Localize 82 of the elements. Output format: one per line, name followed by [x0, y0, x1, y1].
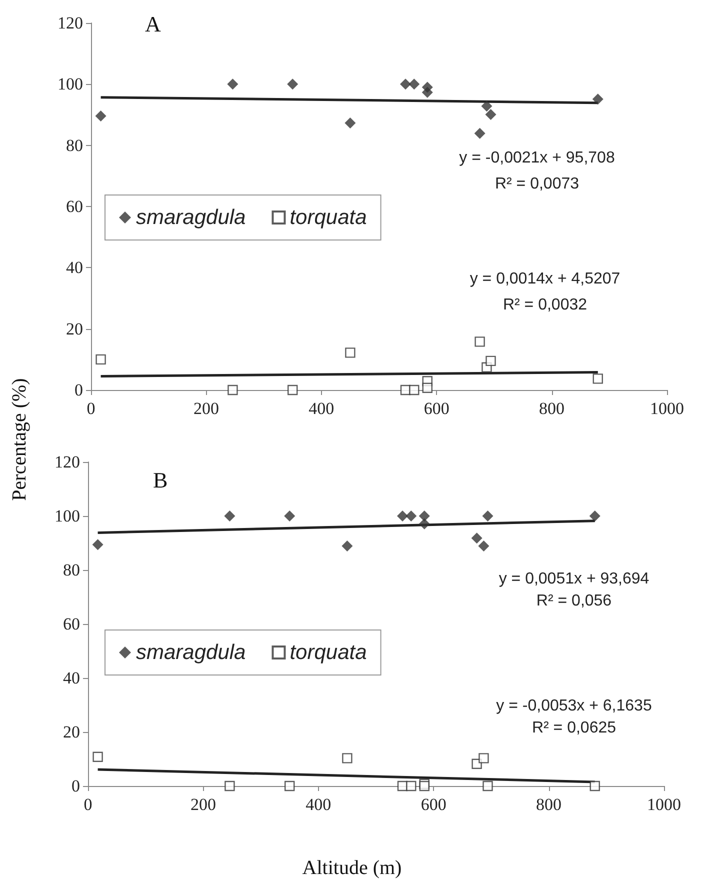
- point: [474, 336, 485, 347]
- point: [96, 354, 106, 365]
- point: [224, 780, 235, 792]
- y-tick-label: 120: [54, 452, 80, 472]
- point: [474, 128, 486, 139]
- point: [422, 382, 432, 393]
- point: [344, 118, 356, 129]
- x-tick-label: 800: [536, 795, 562, 814]
- y-tick-label: 40: [63, 668, 80, 688]
- point: [419, 780, 430, 792]
- point: [481, 100, 492, 112]
- point: [478, 753, 489, 764]
- point: [345, 348, 356, 358]
- y-tick-label: 20: [66, 319, 83, 338]
- annotation: R² = 0,0073: [494, 176, 580, 192]
- chart-title: B: [153, 468, 168, 492]
- point: [284, 780, 295, 792]
- y-tick-label: 80: [63, 560, 80, 580]
- point: [592, 374, 603, 384]
- y-tick-label: 120: [58, 14, 83, 32]
- x-tick-label: 200: [190, 795, 216, 814]
- y-tick-label: 60: [63, 614, 80, 634]
- point: [482, 510, 494, 522]
- x-tick-label: 400: [306, 795, 332, 814]
- point: [288, 384, 298, 396]
- legend-label: torquata: [290, 641, 367, 664]
- x-tick-label: 400: [308, 399, 334, 418]
- point: [418, 518, 430, 530]
- x-tick-label: 600: [424, 399, 450, 418]
- point: [406, 780, 416, 792]
- x-tick-label: 1000: [647, 795, 681, 814]
- point: [287, 78, 298, 90]
- chart-title: A: [145, 12, 161, 36]
- x-tick-label: 0: [86, 399, 96, 418]
- point: [471, 532, 482, 544]
- annotation: y = -0,0021x + 95,708: [459, 150, 615, 166]
- legend-label: torquata: [290, 206, 367, 229]
- y-tick-label: 0: [74, 380, 83, 400]
- annotation: R² = 0,0032: [502, 296, 588, 314]
- x-tick-label: 600: [420, 795, 446, 814]
- point: [342, 753, 352, 764]
- x-axis-title: Altitude (m): [301, 857, 403, 880]
- x-tick-label: 200: [193, 399, 219, 418]
- point: [486, 356, 496, 366]
- point: [589, 510, 600, 522]
- point: [418, 510, 430, 522]
- point: [422, 86, 433, 98]
- point: [224, 510, 236, 522]
- point: [406, 510, 417, 522]
- point: [592, 94, 604, 105]
- legend-label: smaragdula: [136, 641, 246, 664]
- point: [227, 78, 238, 90]
- point: [590, 780, 600, 792]
- y-tick-label: 0: [72, 776, 80, 796]
- y-tick-label: 60: [66, 197, 83, 216]
- point: [95, 110, 106, 122]
- point: [408, 78, 420, 90]
- point: [485, 108, 496, 120]
- annotation: R² = 0,056: [536, 592, 612, 610]
- annotation: y = 0,0051x + 93,694: [498, 570, 650, 588]
- point: [482, 780, 493, 792]
- point: [342, 540, 353, 552]
- point: [400, 78, 411, 90]
- y-tick-label: 100: [54, 506, 80, 526]
- point: [228, 384, 238, 396]
- y-tick-label: 100: [58, 74, 83, 94]
- point: [284, 510, 296, 522]
- point: [92, 539, 104, 550]
- point: [92, 752, 103, 762]
- y-tick-label: 40: [66, 258, 83, 278]
- y-tick-label: 80: [66, 136, 83, 155]
- x-tick-label: 1000: [650, 399, 684, 418]
- y-tick-label: 20: [63, 722, 80, 742]
- annotation: y = -0,0053x + 6,1635: [496, 698, 652, 714]
- y-axis-title: Percentage (%): [8, 377, 32, 503]
- annotation: R² = 0,0625: [532, 720, 616, 736]
- x-tick-label: 800: [539, 399, 565, 418]
- point: [396, 510, 408, 522]
- point: [409, 384, 420, 396]
- legend-label: smaragdula: [136, 206, 246, 229]
- point: [478, 540, 490, 552]
- annotation: y = 0,0014x + 4,5207: [470, 270, 620, 288]
